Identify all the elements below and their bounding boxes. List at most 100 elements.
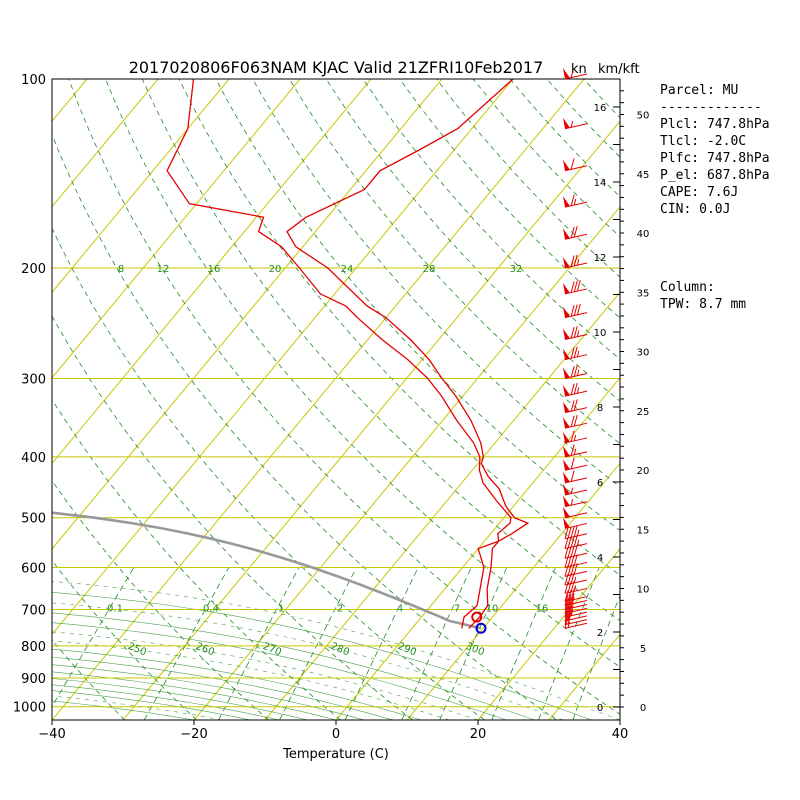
moist-adiabat-line [52,631,479,720]
pressure-label: 1000 [13,701,46,716]
wind-barb [564,596,588,610]
wind-barb-feather [576,280,581,292]
mixing-ratio-line [439,567,508,720]
wind-barb-feather [570,326,575,339]
wind-barb [564,554,588,568]
wind-barb-feather [570,593,575,605]
parcel-info-line: P_el: 687.8hPa [660,168,770,183]
dry-adiabat-line [52,315,413,720]
wind-barb [563,495,588,508]
mixing-ratio-label: 4 [397,603,403,614]
dry-adiabat-line [52,480,269,720]
moist-adiabat-line [52,695,223,720]
wind-barb-flag [563,401,570,413]
wind-barb-flag [563,117,570,129]
wind-barb-feather [567,597,572,609]
wind-barbs [563,68,588,629]
wind-barb-feather [564,613,569,625]
mixing-ratio-label: 0.1 [107,603,123,614]
wind-barb-half-feather [570,609,574,616]
wind-barb-feather [573,254,578,266]
mixing-ratio-label: 8 [118,264,124,275]
wind-barb-half-feather [576,387,580,394]
kft-label: 30 [637,348,650,359]
kft-label: 45 [637,170,650,181]
wind-barb-feather [570,255,575,267]
moist-adiabat-line [52,581,620,720]
theta-label: 260 [194,641,216,658]
x-axis-label: Temperature (C) [282,747,389,762]
wind-barb [563,517,588,529]
mixing-ratio-line [538,567,600,720]
wind-barb-half-feather [576,330,580,337]
mixing-ratio-label: 10 [486,603,499,614]
lcl-marker [471,611,483,623]
wind-barb-staff [564,615,588,622]
wind-barb-feather [573,346,578,358]
wind-barb-feather [570,415,575,427]
wind-barb-flag [563,471,570,483]
wind-barb-feather [567,546,572,558]
theta-label: 290 [396,641,418,658]
plot-frame [51,78,621,721]
pressure-label: 100 [21,73,46,88]
wind-barb-flag [563,495,570,507]
mixing-ratio-label: 12 [157,264,170,275]
km-label: 12 [594,253,607,264]
isotherm-line [52,79,585,720]
wind-barb-flag [563,228,570,240]
mixing-ratio-line [572,594,620,720]
kft-label: 0 [640,703,646,714]
kft-label: 20 [637,466,650,477]
wind-barb-flag [563,445,570,457]
wind-barb-feather [570,383,575,395]
theta-label: 280 [329,641,351,658]
moist-adiabat-line [0,649,800,720]
wind-barb [564,617,588,629]
wind-barb-feather [564,537,569,549]
wind-barb-staff [564,622,588,629]
x-tick-label: 20 [470,727,487,742]
wind-barb-staff [564,533,588,540]
wind-barb-flag [563,68,570,79]
wind-barb-staff [564,570,588,577]
mixing-ratio-line [218,567,300,720]
wind-barb [563,68,588,80]
wind-barb [563,117,588,130]
moist-adiabat-line [0,642,800,720]
wind-barb-staff [564,603,588,610]
wind-barb [563,506,588,519]
dry-adiabat-line [52,560,197,720]
wind-barb-feather [573,226,578,238]
wind-barb-staff [564,596,588,603]
wind-barb-feather [567,555,572,567]
isotherm-line [0,79,16,720]
wind-barb-flag [563,484,570,496]
isotherm-line [52,79,230,294]
isotherm-line [264,291,620,720]
wind-barb [563,484,588,496]
wind-barb-feather [570,444,575,456]
wind-barb-staff [564,600,588,607]
wind-barb-feather [570,365,575,378]
wind-barb-staff [564,619,588,626]
wind-barb [564,609,588,622]
wind-barb-feather [564,617,569,629]
wind-barb [563,382,588,397]
wind-barb [564,535,588,550]
wind-barb-half-feather [576,539,580,546]
kft-label: 35 [637,288,650,299]
mixing-ratio-line [401,567,472,720]
mixing-ratio-label: 16 [208,264,221,275]
wind-barb-flag [563,385,570,397]
wind-barb-feather [570,554,575,567]
mixing-ratio-line [143,567,230,720]
km-label: 14 [594,178,607,189]
wind-barb-half-feather [573,448,577,455]
wind-barb-feather [573,304,578,316]
x-tick-label: −20 [180,727,207,742]
isotherm-line [52,79,301,379]
wind-barb-staff [564,233,588,240]
mixing-ratio-line [491,567,556,720]
